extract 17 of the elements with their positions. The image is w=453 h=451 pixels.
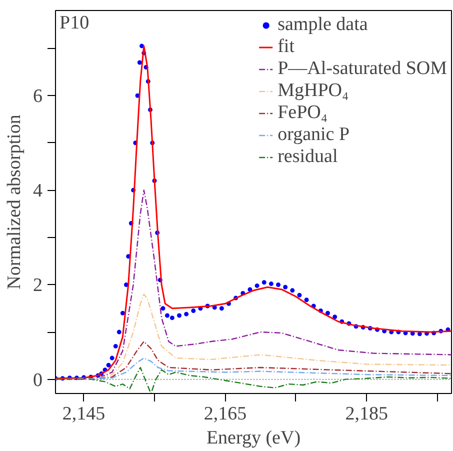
x-axis-title: Energy (eV)	[206, 428, 301, 448]
legend-label: FePO₄	[278, 102, 328, 124]
legend-label: residual	[278, 146, 338, 168]
y-axis-title: Normalized absorption	[4, 114, 25, 290]
legend-label: fit	[278, 36, 296, 58]
y-tick-label: 0	[33, 370, 42, 391]
legend-label: P—Al-saturated SOM	[278, 58, 447, 80]
legend-label: organic P	[278, 124, 350, 146]
legend-label: sample data	[278, 14, 368, 36]
y-tick-label: 2	[33, 275, 42, 296]
x-tick-label: 2,145	[62, 404, 106, 424]
x-tick-label: 2,165	[204, 404, 247, 424]
y-tick-label: 4	[33, 180, 43, 202]
legend-label: MgHPO₄	[278, 80, 349, 102]
x-tick-label: 2,185	[345, 404, 388, 424]
annotation: P10	[60, 12, 90, 34]
y-tick-label: 6	[33, 86, 42, 108]
